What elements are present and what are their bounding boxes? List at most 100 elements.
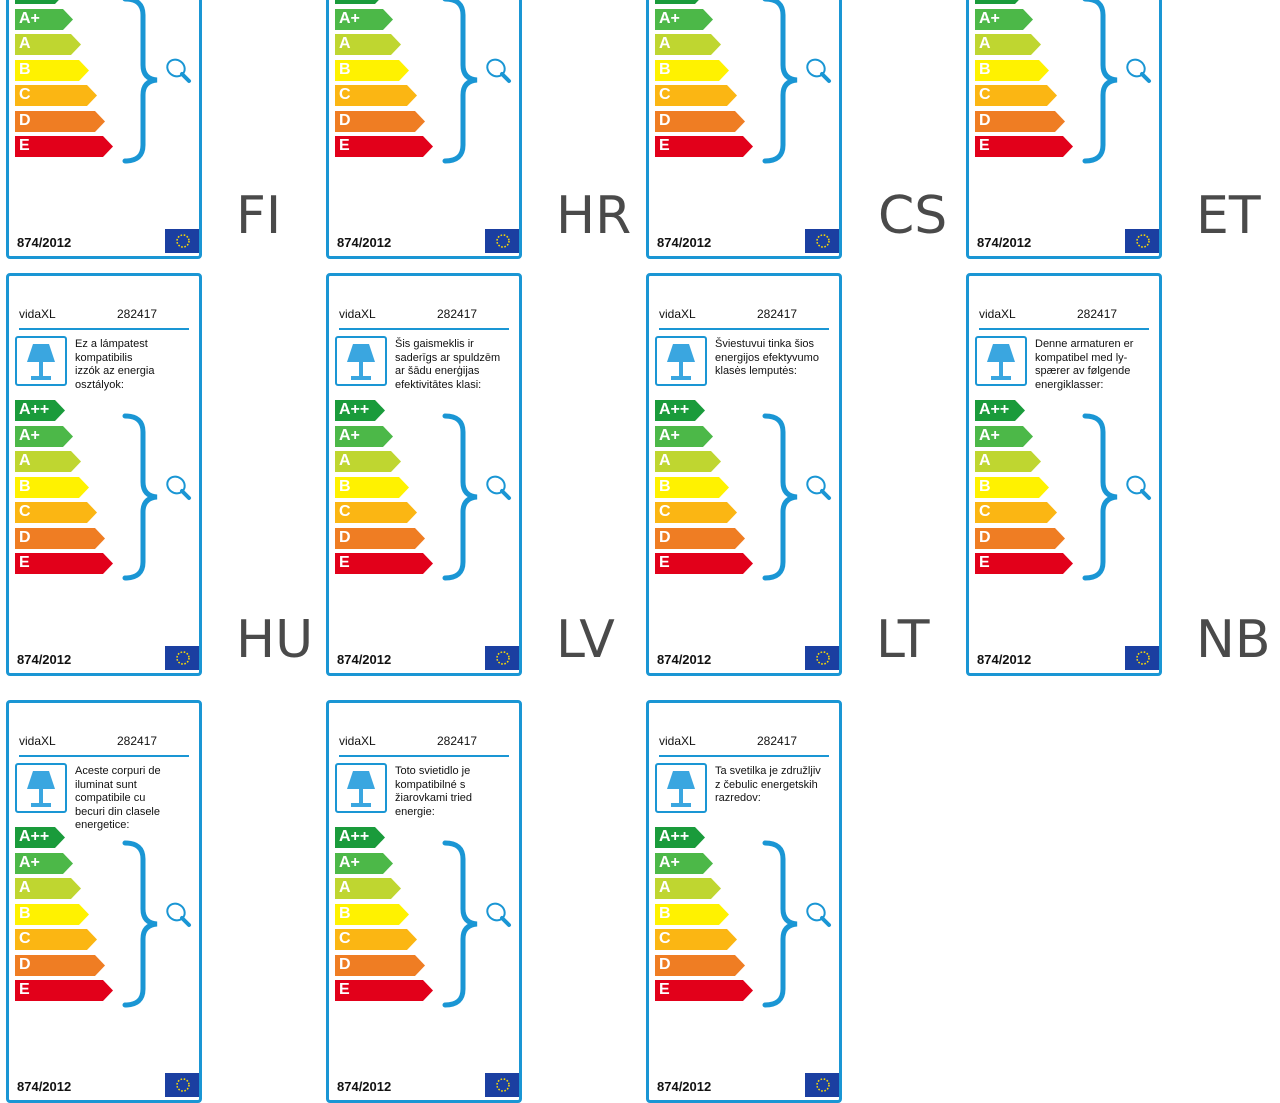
language-code: FI	[236, 186, 282, 246]
energy-class-label: C	[659, 930, 671, 947]
range-brace-icon	[121, 412, 161, 587]
energy-class-bar: E	[335, 136, 433, 157]
energy-class-label: B	[979, 477, 991, 495]
energy-label-card: vidaXL 282417 Toto svietidlo je kompatibil…	[326, 700, 522, 1103]
energy-class-label: A+	[339, 9, 360, 27]
energy-class-label: C	[979, 86, 991, 103]
regulation-number: 874/2012	[337, 1079, 392, 1094]
language-code: LT	[876, 610, 930, 670]
energy-class-bar: A+	[335, 852, 393, 874]
energy-class-label: A	[659, 452, 671, 469]
energy-class-bar: A++	[975, 0, 1025, 4]
lamp-icon	[655, 336, 707, 386]
language-code: HU	[236, 610, 314, 670]
energy-class-label: A+	[339, 853, 360, 871]
energy-class-bar: A++	[655, 0, 705, 4]
energy-label-card: vidaXL 282417 Ta svetilka je združljiv z č…	[646, 700, 842, 1103]
energy-class-bar: D	[975, 110, 1065, 132]
energy-class-label: B	[339, 904, 351, 922]
energy-class-bar: D	[15, 954, 105, 976]
range-brace-icon	[441, 412, 481, 587]
energy-label-card: vidaXL 282417 Šviestuvui tinka šios energi…	[646, 273, 842, 676]
label-header: vidaXL 282417	[659, 731, 829, 757]
energy-class-bar: A++	[15, 0, 65, 4]
energy-class-label: E	[339, 554, 350, 571]
energy-class-label: E	[659, 981, 670, 998]
regulation-number: 874/2012	[657, 1079, 712, 1094]
energy-class-label: B	[339, 60, 351, 78]
energy-class-label: A++	[339, 828, 370, 845]
label-header: vidaXL 282417	[339, 304, 509, 330]
energy-class-bar: E	[335, 980, 433, 1001]
regulation-number: 874/2012	[17, 235, 72, 250]
energy-class-label: A	[19, 35, 31, 52]
energy-class-bar: D	[335, 527, 425, 549]
energy-class-bar: A+	[15, 425, 73, 447]
energy-class-bar: A+	[975, 8, 1033, 30]
energy-label-card: vidaXL 282417 Šis gaismeklis ir saderīgs a…	[326, 273, 522, 676]
eu-flag-icon	[1125, 229, 1159, 253]
label-header: vidaXL 282417	[339, 731, 509, 757]
energy-class-bar: A+	[335, 8, 393, 30]
energy-class-label: D	[339, 111, 351, 129]
eu-flag-icon	[805, 229, 839, 253]
range-brace-icon	[761, 839, 801, 1014]
energy-class-label: A	[19, 879, 31, 896]
energy-class-bar: C	[15, 85, 97, 106]
energy-class-bar: C	[655, 85, 737, 106]
energy-class-bar: A+	[335, 425, 393, 447]
brand-name: vidaXL	[659, 307, 696, 321]
energy-class-bar: C	[655, 929, 737, 950]
brand-name: vidaXL	[659, 734, 696, 748]
regulation-number: 874/2012	[977, 235, 1032, 250]
energy-class-bar: D	[335, 110, 425, 132]
eu-flag-icon	[165, 1073, 199, 1097]
label-description: Šis gaismeklis ir saderīgs ar spuldzēm a…	[395, 338, 501, 391]
energy-class-bar: E	[335, 553, 433, 574]
energy-class-label: B	[19, 904, 31, 922]
energy-class-bar: A	[655, 34, 721, 55]
energy-class-bar: A+	[655, 425, 713, 447]
energy-class-bar: A++	[335, 0, 385, 4]
energy-class-label: C	[659, 86, 671, 103]
energy-class-label: D	[659, 955, 671, 973]
energy-class-label: E	[979, 137, 990, 154]
energy-class-label: A+	[979, 9, 1000, 27]
label-description: Aceste corpuri de iluminat sunt compatib…	[75, 765, 161, 831]
product-code: 282417	[117, 734, 158, 748]
energy-class-label: A++	[979, 0, 1009, 2]
energy-class-bar: E	[655, 136, 753, 157]
energy-class-bar: B	[655, 59, 729, 81]
energy-class-label: A+	[19, 9, 40, 27]
energy-class-bar: D	[975, 527, 1065, 549]
energy-class-label: D	[979, 111, 991, 129]
energy-class-label: E	[339, 981, 350, 998]
energy-class-label: E	[19, 981, 30, 998]
energy-class-label: B	[339, 477, 351, 495]
energy-label-card: vidaXL 282417 Ez a lámpatest kompatibilis …	[6, 273, 202, 676]
energy-class-label: A++	[659, 401, 690, 418]
energy-class-label: A	[339, 35, 351, 52]
energy-class-label: A	[19, 452, 31, 469]
energy-class-label: A++	[659, 0, 689, 2]
eu-flag-icon	[485, 229, 519, 253]
product-code: 282417	[437, 734, 478, 748]
energy-class-bar: B	[655, 903, 729, 925]
brand-name: vidaXL	[979, 307, 1016, 321]
energy-class-label: B	[19, 60, 31, 78]
energy-class-bar: E	[975, 136, 1073, 157]
energy-class-label: A	[659, 35, 671, 52]
label-header: vidaXL 282417	[659, 304, 829, 330]
light-bulb-icon	[803, 899, 837, 938]
lamp-icon	[335, 763, 387, 813]
energy-class-bar: A+	[975, 425, 1033, 447]
brand-name: vidaXL	[339, 734, 376, 748]
energy-class-bar: C	[335, 502, 417, 523]
energy-class-bar: A	[655, 451, 721, 472]
energy-class-label: A++	[979, 401, 1010, 418]
product-code: 282417	[117, 307, 158, 321]
eu-flag-icon	[1125, 646, 1159, 670]
